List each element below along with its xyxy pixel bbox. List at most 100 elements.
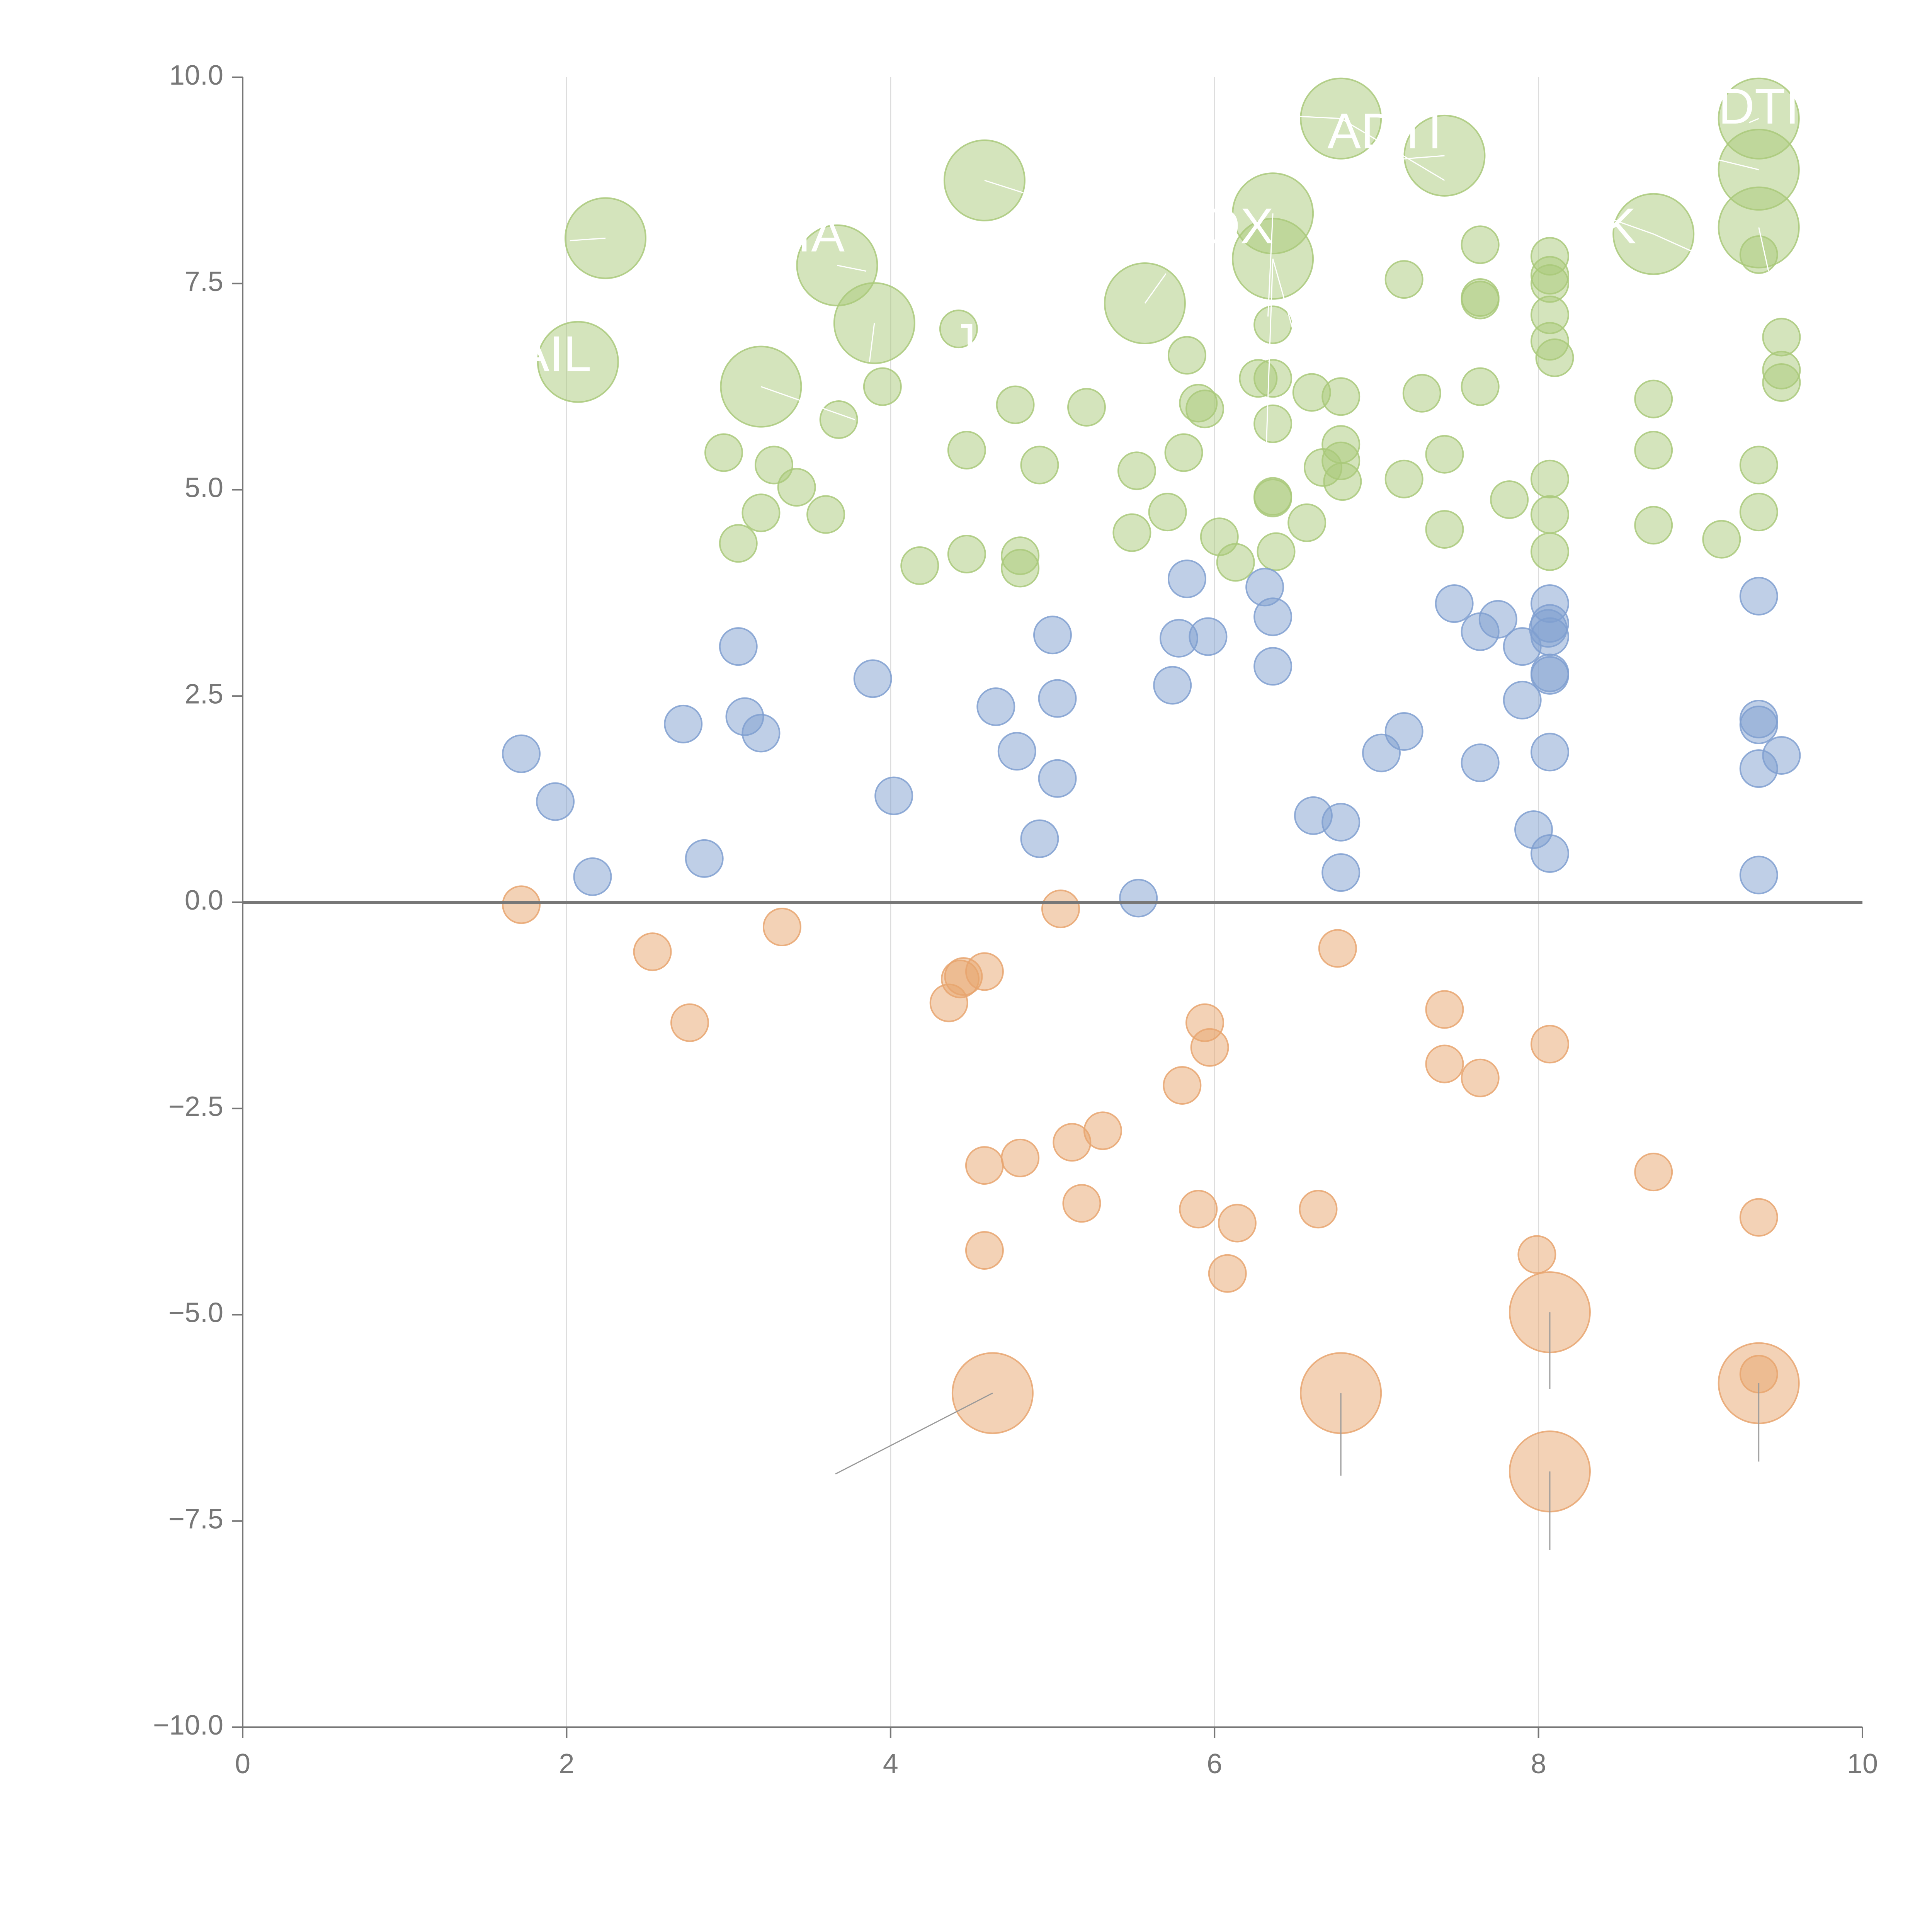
high-bubble — [1425, 510, 1464, 549]
leader-line — [1265, 259, 1274, 445]
leader-line — [1758, 227, 1769, 272]
mid-bubble — [1189, 617, 1228, 656]
high-bubble — [1739, 493, 1778, 532]
mid-bubble — [573, 857, 612, 896]
mid-bubble — [976, 687, 1015, 726]
leader-line — [1340, 118, 1445, 181]
high-bubble — [900, 546, 939, 585]
low-bubble — [965, 952, 1004, 991]
mid-bubble — [1033, 616, 1072, 655]
y-tick-label: 0.0 — [185, 885, 223, 916]
mid-bubble — [1530, 733, 1569, 772]
mid-bubble — [536, 782, 575, 821]
high-bubble — [1185, 389, 1225, 429]
high-bubble — [1001, 549, 1040, 588]
mid-bubble — [719, 627, 758, 666]
leader-line — [1267, 213, 1274, 317]
leader-line — [1748, 118, 1759, 123]
mid-bubble — [1038, 679, 1077, 718]
axis-layer: −10.0 −7.5 −5.0 −2.5 0.0 2.5 5.0 7.5 10.0 0 2 4 6 8 10 — [153, 60, 1878, 1779]
high-bubble — [1117, 451, 1156, 490]
mid-bubble — [1153, 666, 1192, 705]
mid-bubble — [742, 714, 781, 753]
high-bubble — [1461, 281, 1500, 320]
leader-line — [1260, 114, 1341, 119]
high-bubble — [1067, 388, 1106, 427]
bubble-annotation: AIL — [516, 325, 591, 382]
leader-line — [869, 323, 875, 362]
high-bubble — [1461, 367, 1500, 406]
low-bubble — [1530, 1025, 1569, 1064]
mid-bubble — [997, 732, 1036, 771]
x-tick-label: 10 — [1847, 1748, 1878, 1779]
bubble-annotation: DX — [1204, 197, 1274, 254]
high-bubble — [1762, 363, 1801, 402]
y-tick-label: −10.0 — [153, 1710, 223, 1741]
low-bubble — [1041, 889, 1080, 929]
leader-line — [984, 180, 1024, 194]
x-tick-label: 8 — [1531, 1748, 1546, 1779]
mid-bubble — [1503, 680, 1542, 719]
x-tick-label: 6 — [1207, 1748, 1222, 1779]
high-bubble — [996, 385, 1035, 424]
leader-line — [1144, 273, 1167, 304]
high-bubble — [863, 367, 902, 406]
high-bubble — [777, 468, 816, 507]
bubble-annotation: K — [1603, 197, 1636, 254]
high-bubble — [1287, 503, 1327, 542]
low-bubble — [1001, 1138, 1040, 1177]
high-bubble — [1530, 459, 1569, 498]
low-bubble — [1425, 990, 1464, 1029]
high-bubble — [1384, 459, 1423, 498]
high-bubble — [1762, 318, 1801, 357]
high-bubble — [947, 431, 986, 470]
mid-bubble — [1038, 759, 1077, 798]
mid-bubble — [1435, 584, 1474, 623]
high-bubble — [1253, 404, 1293, 443]
y-tick-label: −7.5 — [168, 1503, 223, 1534]
high-bubble — [819, 400, 858, 439]
bubble-annotation: ADTI — [1327, 103, 1442, 159]
mid-bubble — [1530, 834, 1569, 873]
high-bubble — [1739, 235, 1778, 274]
mid-bubble — [1478, 600, 1517, 639]
low-bubble — [1634, 1153, 1673, 1192]
mid-bubble — [1321, 853, 1361, 892]
low-bubble — [502, 885, 541, 924]
low-bubble — [1190, 1028, 1229, 1067]
low-bubble — [1062, 1184, 1101, 1223]
low-bubble — [1739, 1198, 1778, 1237]
high-bubble — [1384, 260, 1423, 299]
low-bubble — [633, 932, 672, 971]
leader-line — [1684, 151, 1759, 170]
y-tick-label: 2.5 — [185, 679, 223, 709]
low-bubble — [965, 1231, 1004, 1270]
high-bubble — [1148, 493, 1187, 532]
high-bubble — [719, 524, 758, 563]
low-bubble — [1163, 1066, 1202, 1105]
high-bubble — [1167, 336, 1206, 375]
mid-bubble — [1020, 819, 1059, 858]
mid-bubble — [1762, 736, 1801, 775]
low-bubble — [1208, 1254, 1247, 1293]
leader-line — [835, 1392, 993, 1475]
y-tick-label: −2.5 — [168, 1091, 223, 1122]
high-bubble — [1702, 520, 1741, 559]
high-bubble — [1634, 431, 1673, 470]
high-bubble — [1634, 379, 1673, 418]
y-tick-label: −5.0 — [168, 1298, 223, 1328]
leader-layer — [570, 114, 1769, 1550]
mid-bubble — [1253, 597, 1293, 636]
mid-bubble — [685, 839, 724, 878]
mid-bubble — [664, 704, 703, 743]
low-bubble — [1083, 1111, 1122, 1150]
mid-bubble — [502, 734, 541, 773]
mid-bubble — [1739, 577, 1778, 616]
high-bubble — [939, 310, 978, 349]
leader-line — [760, 386, 855, 420]
high-bubble — [1634, 506, 1673, 545]
high-bubble — [1402, 374, 1441, 413]
low-bubble — [965, 1146, 1004, 1185]
high-bubble — [1321, 377, 1361, 416]
